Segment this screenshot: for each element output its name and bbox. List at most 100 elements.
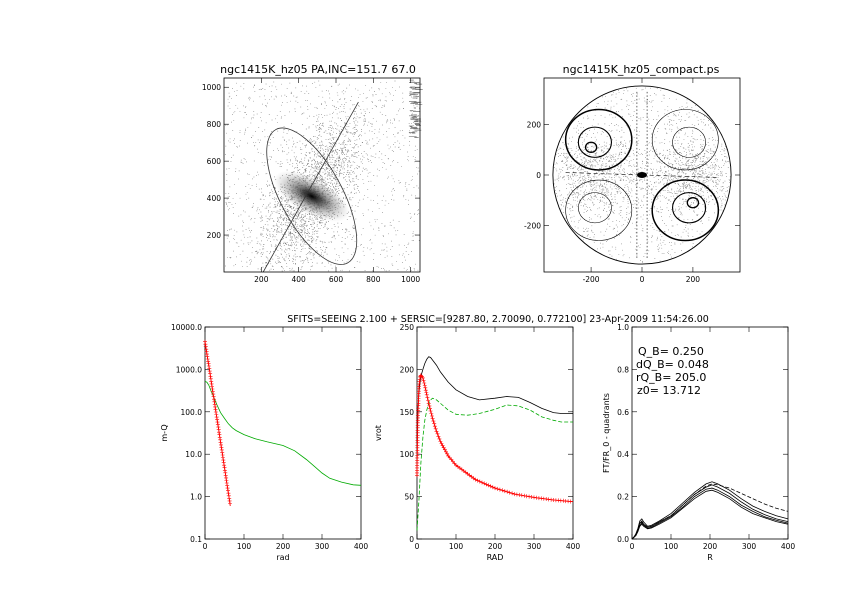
rotation-curve-ytick-label: 150: [400, 408, 415, 417]
mu-profile-xtick-label: 400: [354, 542, 369, 551]
q-annotation-dqb: dQ_B= 0.048: [636, 358, 709, 371]
rotation-curve-ytick-label: 200: [400, 365, 415, 374]
image-panel: ngc1415K_hz05 PA,INC=151.7 67.0 200 400 60…: [202, 63, 423, 284]
image-panel-xtick-label: 600: [329, 275, 344, 284]
image-panel-ytick-label: 400: [207, 194, 222, 203]
image-panel-ytick-label: 600: [207, 157, 222, 166]
compact-panel-title: ngc1415K_hz05_compact.ps: [563, 63, 720, 76]
q-profile-xlabel: R: [707, 553, 713, 562]
image-panel-ytick-label: 1000: [202, 83, 221, 92]
rotation-curve-frame: [416, 326, 574, 540]
q-profile-ytick-label: 0.8: [617, 365, 629, 374]
mu-profile-xlabel: rad: [276, 553, 289, 562]
mu-profile-ytick-label: 1.0: [190, 493, 202, 502]
mu-profile-xtick-label: 300: [315, 542, 330, 551]
image-panel-ytick-label: 200: [207, 231, 222, 240]
q-profile-xtick-label: 100: [664, 542, 679, 551]
rotation-curve-xtick-label: 300: [527, 542, 542, 551]
image-panel-xtick-label: 200: [254, 275, 269, 284]
potential-contours: [564, 91, 720, 259]
rotation-curve-xtick-label: 100: [449, 542, 464, 551]
contour-lower-right-mid: [671, 192, 707, 224]
contour-upper-left-inner: [584, 141, 598, 153]
rotation-curve-xtick-label: 200: [488, 542, 503, 551]
compact-panel-ytick-label: 200: [527, 121, 542, 130]
contour-lower-right-inner: [686, 197, 700, 209]
major-axis-line: [262, 101, 359, 273]
compact-panel-xtick-label: 0: [640, 275, 645, 284]
mu-profile-ytick-label: 1000.0: [176, 365, 202, 374]
q-profile-series-0: [631, 481, 789, 540]
mu-profile-ytick-label: 10000.0: [171, 323, 202, 332]
dashed-horizontal-axis: [565, 172, 719, 178]
q-profile-ytick-label: 0.6: [617, 408, 629, 417]
q-annotation-qb: Q_B= 0.250: [638, 345, 704, 358]
mu-profile-ytick-label: 10.0: [185, 450, 202, 459]
image-panel-xtick-label: 800: [366, 275, 381, 284]
compact-panel-ytick-label: 0: [536, 171, 541, 180]
rotation-curve-ylabel: vrot: [374, 425, 383, 441]
contour-lower-left-outer: [565, 179, 633, 241]
contour-upper-left-outer: [564, 108, 633, 171]
rotation-curve-ytick-label: 250: [400, 323, 415, 332]
mu-profile-ylabel: m-Q: [160, 424, 169, 441]
q-profile-xtick-label: 200: [703, 542, 718, 551]
compact-panel-xtick-label: -200: [583, 275, 600, 284]
rotation-curve-xlabel: RAD: [487, 553, 504, 562]
galaxy-core: [273, 170, 350, 222]
q-annotation-rqb: rQ_B= 205.0: [636, 371, 706, 384]
rotation-curve-ytick-label: 100: [400, 450, 415, 459]
fit-parameters-header: SFITS=SEEING 2.100 + SERSIC=[9287.80, 2.…: [287, 314, 709, 325]
image-panel-xtick-label: 1000: [401, 275, 420, 284]
mu-profile-series-1-markers: [203, 339, 232, 506]
rotation-curve-xtick-label: 400: [566, 542, 581, 551]
q-profile-ylabel: FT/FR_0 - quadrants: [602, 393, 611, 473]
image-panel-title: ngc1415K_hz05 PA,INC=151.7 67.0: [220, 63, 416, 76]
mu-profile-xtick-label: 0: [203, 542, 208, 551]
galaxy-bulge: [273, 170, 350, 222]
image-panel-ytick-label: 800: [207, 120, 222, 129]
contour-lower-left-inner: [578, 192, 612, 224]
q-profile-series-3: [631, 489, 789, 540]
q-profile-series-1: [631, 484, 789, 540]
mu-profile-xtick-label: 200: [276, 542, 291, 551]
q-profile-ytick-label: 0.2: [617, 493, 629, 502]
q-profile-xtick-label: 300: [742, 542, 757, 551]
rotation-curve-series-2: [416, 374, 574, 503]
compact-panel-ytick-label: -200: [524, 221, 541, 230]
compact-panel-xtick-label: 200: [686, 275, 701, 284]
contour-lower-right-outer: [651, 179, 720, 242]
mu-profile-panel: 0 100 200 300 400 0.1 1.0 10.0 100.0 1000.0 10000.…: [160, 323, 368, 562]
rotation-curve-series-1: [416, 397, 573, 531]
mu-profile-series-0: [204, 381, 362, 486]
contour-upper-right-inner: [672, 126, 706, 158]
q-profile-xtick-label: 400: [781, 542, 796, 551]
image-scatter-points: [225, 79, 423, 272]
fit-ellipse: [266, 127, 358, 265]
q-profile-ytick-label: 1.0: [617, 323, 629, 332]
compact-panel: ngc1415K_hz05_compact.ps -200 0 200 -200 0 20…: [524, 63, 741, 284]
q-profile-series-4: [631, 483, 789, 540]
rotation-curve-ytick-label: 0: [409, 535, 414, 544]
rotation-curve-series-0: [416, 356, 573, 442]
mu-profile-frame: [204, 326, 362, 540]
rotation-curve-panel: 0 100 200 300 400 0 50 100 150 200 250 RAD vrot: [374, 323, 580, 562]
disk-boundary-circle: [552, 85, 732, 265]
central-knot: [637, 172, 647, 178]
rotation-curve-xtick-label: 0: [415, 542, 420, 551]
mu-profile-ytick-label: 100.0: [181, 408, 203, 417]
mu-profile-ytick-label: 0.1: [190, 535, 202, 544]
contour-upper-left-mid: [577, 126, 613, 158]
q-profile-ytick-label: 0.0: [617, 535, 629, 544]
q-profile-panel: 0 100 200 300 400 0.0 0.2 0.4 0.6 0.8 1.0 R FT/FR_…: [602, 323, 795, 562]
rotation-curve-ytick-label: 50: [404, 493, 414, 502]
contour-upper-right-outer: [651, 109, 719, 171]
image-panel-xtick-label: 400: [292, 275, 307, 284]
mu-profile-xtick-label: 100: [237, 542, 252, 551]
q-profile-ytick-label: 0.4: [617, 450, 629, 459]
image-panel-frame: [223, 77, 421, 273]
rotation-curve-series-2-markers: [415, 373, 573, 504]
q-annotation-z0: z0= 13.712: [637, 384, 701, 397]
q-profile-xtick-label: 0: [630, 542, 635, 551]
